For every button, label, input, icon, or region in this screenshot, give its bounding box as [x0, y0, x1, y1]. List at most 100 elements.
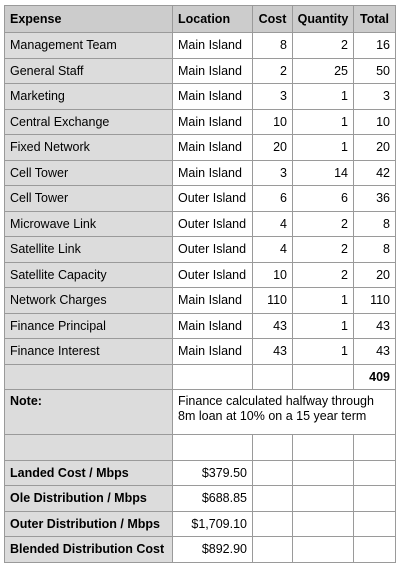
- empty-cell[interactable]: [353, 536, 396, 563]
- location-cell[interactable]: Main Island: [172, 287, 253, 314]
- summary-label[interactable]: Blended Distribution Cost: [4, 536, 173, 563]
- summary-value[interactable]: $1,709.10: [172, 510, 253, 537]
- total-cell[interactable]: 10: [353, 108, 396, 135]
- empty-cell[interactable]: [292, 459, 354, 486]
- cost-cell[interactable]: 10: [252, 261, 293, 288]
- empty-cell[interactable]: [252, 459, 293, 486]
- summary-label[interactable]: Outer Distribution / Mbps: [4, 510, 173, 537]
- cost-cell[interactable]: 3: [252, 83, 293, 110]
- cost-cell[interactable]: 43: [252, 312, 293, 339]
- total-cell[interactable]: 8: [353, 210, 396, 237]
- quantity-cell[interactable]: 2: [292, 261, 354, 288]
- location-cell[interactable]: Main Island: [172, 108, 253, 135]
- cost-cell[interactable]: 3: [252, 159, 293, 186]
- expense-cell[interactable]: Marketing: [4, 83, 173, 110]
- cost-cell[interactable]: 6: [252, 185, 293, 212]
- quantity-cell[interactable]: 1: [292, 338, 354, 365]
- total-cell[interactable]: 110: [353, 287, 396, 314]
- empty-cell[interactable]: [353, 510, 396, 537]
- location-cell[interactable]: Outer Island: [172, 236, 253, 263]
- quantity-cell[interactable]: 2: [292, 236, 354, 263]
- quantity-cell[interactable]: 1: [292, 312, 354, 339]
- empty-cell[interactable]: [172, 363, 253, 390]
- total-cell[interactable]: 3: [353, 83, 396, 110]
- empty-cell[interactable]: [353, 485, 396, 512]
- quantity-cell[interactable]: 14: [292, 159, 354, 186]
- cost-cell[interactable]: 10: [252, 108, 293, 135]
- quantity-cell[interactable]: 25: [292, 57, 354, 84]
- expense-cell[interactable]: General Staff: [4, 57, 173, 84]
- location-cell[interactable]: Main Island: [172, 32, 253, 59]
- expense-cell[interactable]: Finance Principal: [4, 312, 173, 339]
- header-location[interactable]: Location: [172, 5, 253, 33]
- header-total[interactable]: Total: [353, 5, 396, 33]
- summary-label[interactable]: Landed Cost / Mbps: [4, 459, 173, 486]
- location-cell[interactable]: Main Island: [172, 338, 253, 365]
- expense-cell[interactable]: Central Exchange: [4, 108, 173, 135]
- empty-cell[interactable]: [252, 434, 293, 461]
- quantity-cell[interactable]: 1: [292, 83, 354, 110]
- header-quantity[interactable]: Quantity: [292, 5, 354, 33]
- quantity-cell[interactable]: 2: [292, 210, 354, 237]
- total-cell[interactable]: 36: [353, 185, 396, 212]
- cost-cell[interactable]: 2: [252, 57, 293, 84]
- empty-cell[interactable]: [292, 434, 354, 461]
- total-cell[interactable]: 20: [353, 134, 396, 161]
- header-expense[interactable]: Expense: [4, 5, 173, 33]
- cost-cell[interactable]: 20: [252, 134, 293, 161]
- location-cell[interactable]: Main Island: [172, 83, 253, 110]
- cost-cell[interactable]: 110: [252, 287, 293, 314]
- location-cell[interactable]: Main Island: [172, 57, 253, 84]
- empty-cell[interactable]: [292, 510, 354, 537]
- empty-cell[interactable]: [353, 459, 396, 486]
- header-cost[interactable]: Cost: [252, 5, 293, 33]
- cost-cell[interactable]: 4: [252, 210, 293, 237]
- location-cell[interactable]: Outer Island: [172, 261, 253, 288]
- empty-cell[interactable]: [252, 363, 293, 390]
- total-cell[interactable]: 42: [353, 159, 396, 186]
- expense-cell[interactable]: Finance Interest: [4, 338, 173, 365]
- quantity-cell[interactable]: 1: [292, 108, 354, 135]
- summary-value[interactable]: $379.50: [172, 459, 253, 486]
- location-cell[interactable]: Main Island: [172, 159, 253, 186]
- empty-cell[interactable]: [292, 485, 354, 512]
- location-cell[interactable]: Main Island: [172, 312, 253, 339]
- empty-cell[interactable]: [292, 536, 354, 563]
- total-cell[interactable]: 43: [353, 312, 396, 339]
- empty-cell[interactable]: [4, 363, 173, 390]
- expense-cell[interactable]: Network Charges: [4, 287, 173, 314]
- empty-cell[interactable]: [252, 510, 293, 537]
- quantity-cell[interactable]: 1: [292, 287, 354, 314]
- location-cell[interactable]: Outer Island: [172, 210, 253, 237]
- total-cell[interactable]: 20: [353, 261, 396, 288]
- expense-cell[interactable]: Microwave Link: [4, 210, 173, 237]
- quantity-cell[interactable]: 2: [292, 32, 354, 59]
- location-cell[interactable]: Outer Island: [172, 185, 253, 212]
- summary-value[interactable]: $892.90: [172, 536, 253, 563]
- empty-cell[interactable]: [353, 434, 396, 461]
- expense-cell[interactable]: Fixed Network: [4, 134, 173, 161]
- cost-cell[interactable]: 43: [252, 338, 293, 365]
- expense-cell[interactable]: Cell Tower: [4, 185, 173, 212]
- expense-cell[interactable]: Management Team: [4, 32, 173, 59]
- empty-cell[interactable]: [4, 434, 173, 461]
- expense-cell[interactable]: Satellite Capacity: [4, 261, 173, 288]
- expense-cell[interactable]: Cell Tower: [4, 159, 173, 186]
- note-text[interactable]: Finance calculated halfway through 8m lo…: [172, 389, 396, 435]
- total-cell[interactable]: 50: [353, 57, 396, 84]
- empty-cell[interactable]: [292, 363, 354, 390]
- empty-cell[interactable]: [172, 434, 253, 461]
- quantity-cell[interactable]: 1: [292, 134, 354, 161]
- total-cell[interactable]: 43: [353, 338, 396, 365]
- grand-total-cell[interactable]: 409: [353, 363, 396, 390]
- empty-cell[interactable]: [252, 536, 293, 563]
- empty-cell[interactable]: [252, 485, 293, 512]
- location-cell[interactable]: Main Island: [172, 134, 253, 161]
- summary-value[interactable]: $688.85: [172, 485, 253, 512]
- note-label[interactable]: Note:: [4, 389, 173, 435]
- cost-cell[interactable]: 8: [252, 32, 293, 59]
- total-cell[interactable]: 8: [353, 236, 396, 263]
- summary-label[interactable]: Ole Distribution / Mbps: [4, 485, 173, 512]
- expense-cell[interactable]: Satellite Link: [4, 236, 173, 263]
- quantity-cell[interactable]: 6: [292, 185, 354, 212]
